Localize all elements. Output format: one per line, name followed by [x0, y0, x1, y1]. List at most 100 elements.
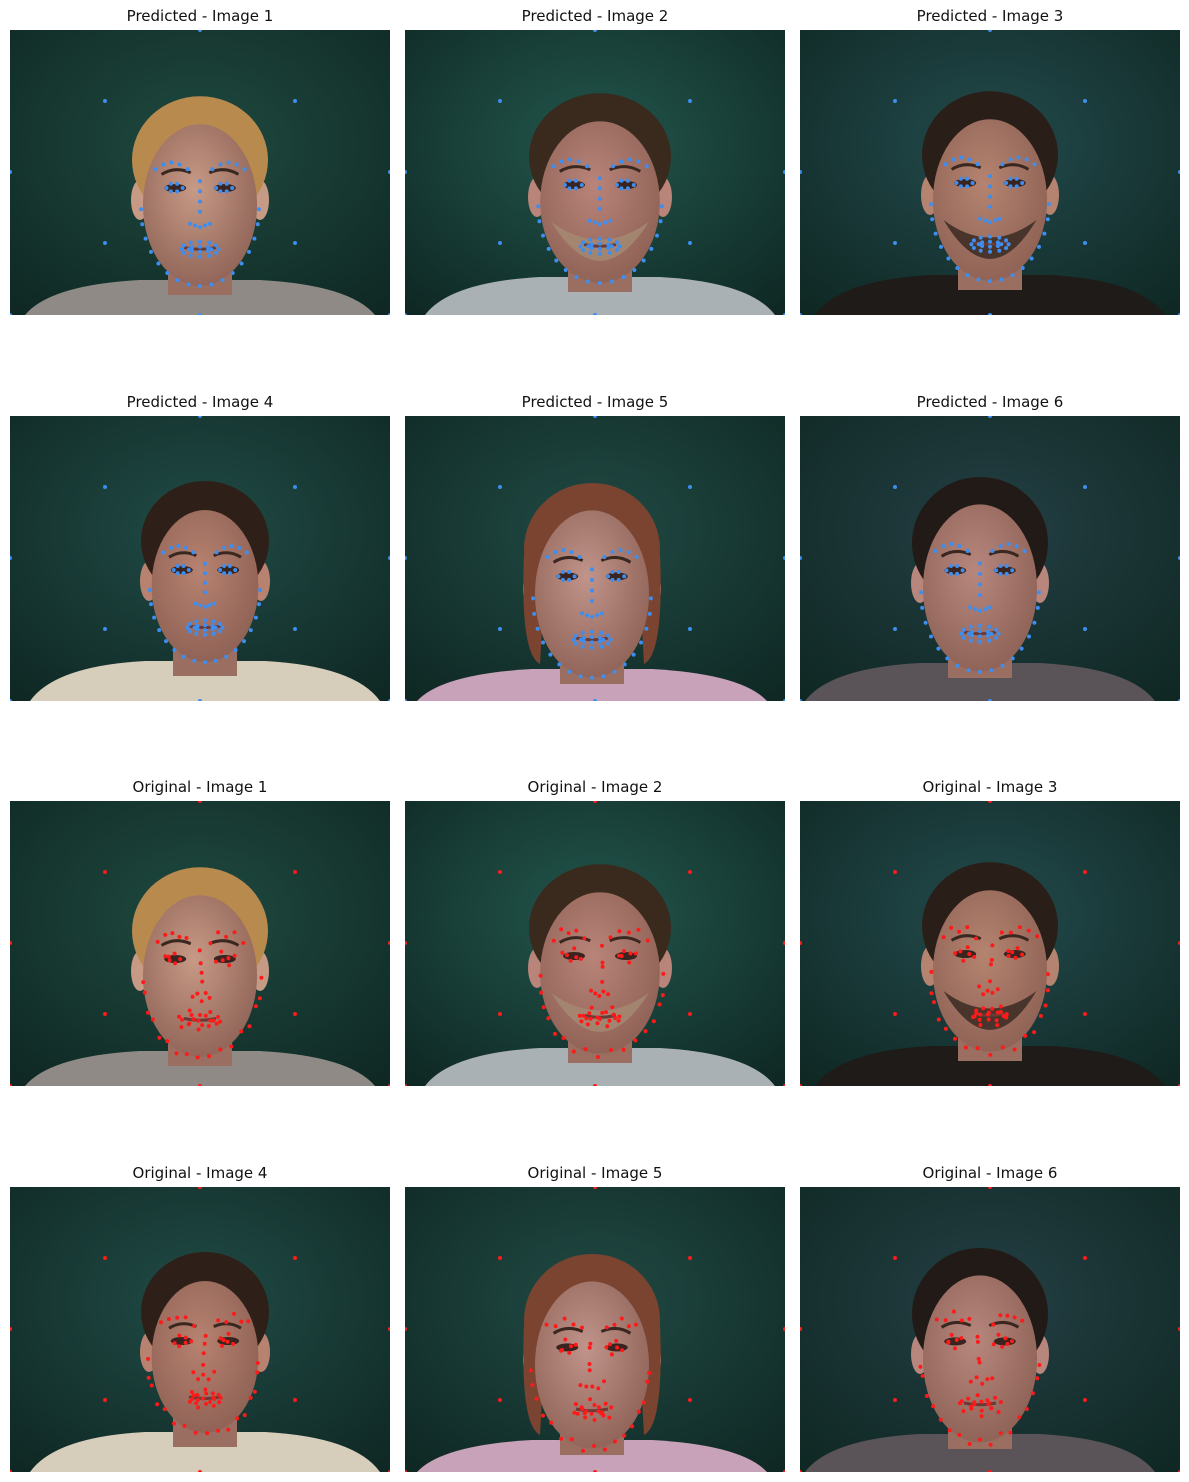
landmark-point [1003, 1336, 1008, 1341]
landmark-point [574, 955, 579, 960]
face-shape [151, 1281, 259, 1433]
landmark-point [626, 550, 631, 555]
landmark-point [590, 675, 594, 680]
landmark-point [592, 1417, 597, 1422]
landmark-point [980, 1381, 985, 1386]
landmark-point [1000, 162, 1005, 167]
landmark-point [588, 250, 593, 255]
landmark-point [625, 186, 630, 191]
landmark-point [612, 669, 617, 674]
landmark-point [209, 247, 214, 252]
landmark-point [546, 246, 551, 251]
landmark-point [167, 958, 172, 963]
landmark-point [176, 544, 181, 548]
face-photo-svg [405, 416, 785, 701]
landmark-point [978, 639, 982, 644]
landmark-point [553, 550, 558, 555]
landmark-point [181, 654, 186, 659]
landmark-point [1038, 1014, 1043, 1018]
landmark-point [978, 634, 982, 639]
reference-point [10, 941, 12, 945]
landmark-point [965, 549, 970, 553]
landmark-point [146, 1356, 151, 1361]
landmark-point [929, 202, 934, 207]
landmark-point [258, 588, 263, 592]
face-photo-svg [10, 416, 390, 701]
landmark-point [181, 571, 186, 576]
landmark-point [999, 930, 1004, 935]
landmark-point [172, 1421, 176, 1426]
landmark-point [573, 633, 578, 638]
landmark-point [988, 279, 992, 283]
landmark-point [606, 633, 611, 638]
landmark-point [588, 1016, 593, 1021]
landmark-point [541, 1005, 546, 1010]
landmark-point [636, 927, 641, 932]
landmark-point [180, 1017, 184, 1022]
face-photo-svg [405, 801, 785, 1086]
landmark-point [165, 271, 170, 275]
landmark-point [975, 1339, 980, 1344]
landmark-point [970, 181, 975, 185]
landmark-point [203, 590, 207, 595]
mouth-shape [188, 624, 222, 630]
landmark-point [989, 1406, 994, 1411]
landmark-point [246, 1319, 251, 1324]
landmark-point [214, 243, 219, 248]
landmark-point [1017, 925, 1022, 930]
landmark-point [198, 254, 202, 259]
landmark-point [255, 1370, 260, 1375]
landmark-point [1032, 162, 1037, 167]
reference-point [988, 1470, 992, 1472]
face-photo [800, 30, 1180, 315]
landmark-point [953, 1036, 957, 1041]
mouth-shape [973, 241, 1007, 246]
landmark-point [946, 1339, 951, 1344]
landmark-point [190, 1397, 195, 1402]
reference-point [593, 1470, 597, 1472]
landmark-point [981, 992, 986, 997]
reference-point [688, 1398, 692, 1402]
landmark-point [614, 240, 619, 245]
landmark-point [990, 1006, 995, 1011]
landmark-point [597, 639, 602, 644]
landmark-point [968, 624, 973, 629]
landmark-point [216, 1428, 221, 1433]
landmark-point [207, 1054, 211, 1059]
landmark-point [985, 633, 990, 638]
face-photo-svg [10, 801, 390, 1086]
panel-title: Original - Image 3 [922, 778, 1058, 796]
landmark-point [214, 186, 219, 190]
panel-title: Predicted - Image 4 [126, 393, 274, 411]
landmark-point [608, 218, 613, 223]
landmark-point [219, 949, 224, 954]
landmark-point [596, 1386, 601, 1391]
landmark-point [186, 568, 191, 572]
landmark-point [576, 159, 581, 164]
landmark-point [961, 635, 966, 640]
landmark-point [989, 631, 994, 636]
shirt-shape [417, 1440, 767, 1472]
landmark-point [918, 1364, 923, 1369]
landmark-point [207, 253, 212, 258]
beard-shape [551, 222, 649, 261]
landmark-point [146, 1010, 150, 1015]
landmark-point [581, 248, 586, 252]
landmark-point [622, 574, 627, 579]
landmark-point [203, 618, 207, 623]
landmark-point [545, 555, 550, 559]
landmark-point [581, 1448, 585, 1453]
landmark-point [605, 1024, 610, 1029]
shirt-shape [25, 280, 375, 315]
eye-shape [213, 955, 236, 963]
landmark-point [976, 242, 981, 247]
landmark-point [218, 1019, 223, 1024]
landmark-point [200, 1023, 205, 1028]
landmark-point [179, 247, 184, 252]
landmark-point [1024, 1407, 1029, 1411]
face-shape [534, 1281, 650, 1449]
landmark-point [190, 245, 195, 250]
landmark-point [613, 1439, 617, 1444]
eye-shape [993, 1337, 1016, 1346]
landmark-point [214, 959, 218, 964]
